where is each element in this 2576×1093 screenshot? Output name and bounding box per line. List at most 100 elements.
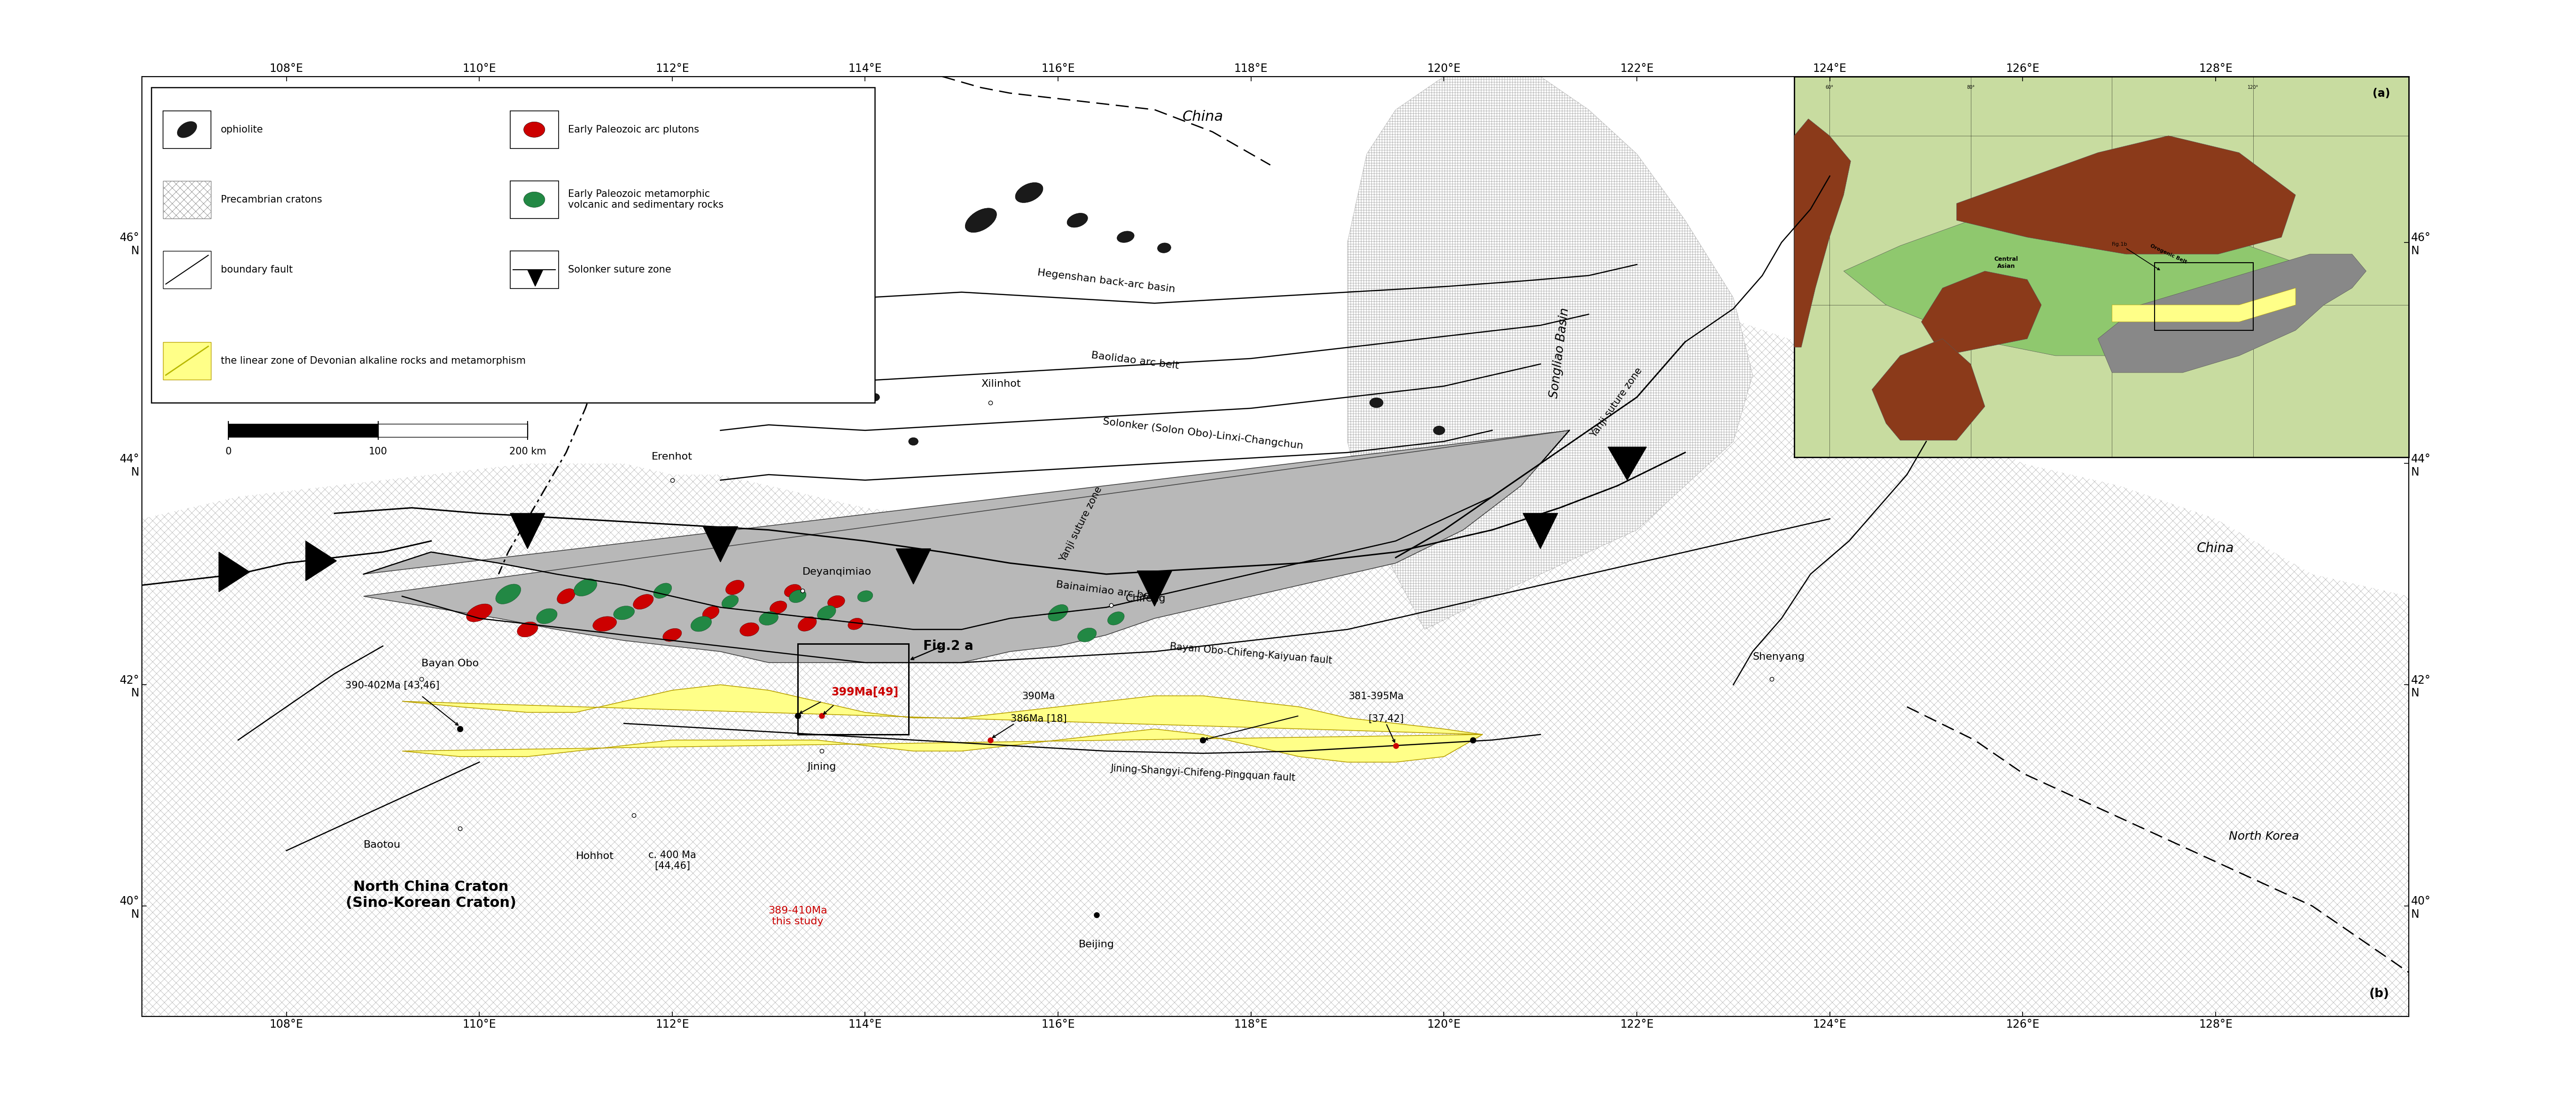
Ellipse shape [909,437,917,445]
Text: Hohhot: Hohhot [577,851,613,861]
Ellipse shape [1108,612,1123,625]
Ellipse shape [662,628,683,642]
Text: 381-395Ma: 381-395Ma [1350,692,1404,702]
Ellipse shape [1066,213,1087,227]
Ellipse shape [654,584,672,598]
Text: 390Ma: 390Ma [1023,692,1056,702]
Ellipse shape [592,616,616,632]
Ellipse shape [556,589,574,603]
Text: Chifeng: Chifeng [1126,593,1167,603]
Polygon shape [142,77,2409,1016]
Text: 390-402Ma [43,46]: 390-402Ma [43,46] [345,681,440,691]
Text: the linear zone of Devonian alkaline rocks and metamorphism: the linear zone of Devonian alkaline roc… [222,356,526,365]
Ellipse shape [726,580,744,595]
Ellipse shape [1432,426,1445,435]
Bar [510,251,559,289]
Text: c. 400 Ma
[44,46]: c. 400 Ma [44,46] [649,850,696,871]
Text: 389-410Ma
this study: 389-410Ma this study [768,906,827,926]
Ellipse shape [613,606,634,620]
Ellipse shape [1048,604,1069,621]
Ellipse shape [703,607,719,620]
Polygon shape [510,514,546,549]
Ellipse shape [523,121,546,138]
Text: Solonker suture zone: Solonker suture zone [569,265,672,274]
Polygon shape [224,310,276,351]
Bar [162,251,211,289]
Polygon shape [1522,514,1558,549]
Ellipse shape [523,192,546,208]
Text: China: China [1182,110,1224,124]
FancyBboxPatch shape [152,87,876,402]
Text: Jining: Jining [806,762,837,772]
Ellipse shape [721,596,739,609]
Text: Solonker (Solon Obo)-Linxi-Changchun: Solonker (Solon Obo)-Linxi-Changchun [1103,416,1303,450]
Text: 399Ma[49]: 399Ma[49] [832,686,899,698]
Polygon shape [1347,77,1752,630]
Polygon shape [307,541,337,580]
Ellipse shape [1370,398,1383,408]
Ellipse shape [1015,183,1043,202]
Ellipse shape [799,616,817,631]
Text: China: China [2197,542,2233,555]
Text: N: N [270,223,283,237]
Ellipse shape [848,619,863,630]
Polygon shape [528,270,544,286]
Text: [37,42]: [37,42] [1368,714,1404,724]
Ellipse shape [1118,231,1133,243]
Ellipse shape [788,590,806,602]
Ellipse shape [817,606,835,620]
Polygon shape [363,431,1569,662]
Polygon shape [1136,571,1172,607]
Bar [162,110,211,149]
Text: Bayan Obo-Chifeng-Kaiyuan fault: Bayan Obo-Chifeng-Kaiyuan fault [1170,642,1332,666]
Polygon shape [402,684,1484,762]
Text: 0: 0 [224,447,232,457]
Ellipse shape [574,578,598,596]
Polygon shape [276,310,330,351]
Text: (b): (b) [2370,988,2391,1000]
Text: Precambrian cratons: Precambrian cratons [222,195,322,204]
Ellipse shape [858,590,873,602]
Ellipse shape [634,595,654,609]
Text: ophiolite: ophiolite [222,125,263,134]
Text: Early Paleozoic arc plutons: Early Paleozoic arc plutons [569,125,698,134]
Text: Baotou: Baotou [363,841,402,849]
Ellipse shape [739,623,760,636]
Text: 200 km: 200 km [510,447,546,457]
Ellipse shape [466,603,492,622]
Text: Fig.2 a: Fig.2 a [922,639,974,653]
Ellipse shape [871,393,878,401]
Polygon shape [260,331,294,391]
Polygon shape [260,259,294,331]
Text: Deyanqimiao: Deyanqimiao [804,567,871,576]
Polygon shape [1607,447,1646,480]
Ellipse shape [760,612,778,625]
Ellipse shape [495,584,520,604]
Ellipse shape [827,596,845,608]
Ellipse shape [770,601,786,614]
Text: boundary fault: boundary fault [222,265,294,274]
Text: 100: 100 [368,447,386,457]
Ellipse shape [783,585,801,597]
Bar [799,644,909,734]
Text: Yanji suture zone: Yanji suture zone [1589,366,1643,439]
Ellipse shape [178,121,196,138]
Text: North China Craton
(Sino-Korean Craton): North China Craton (Sino-Korean Craton) [345,880,515,909]
Text: Shenyang: Shenyang [1752,653,1806,661]
Text: Erenhot: Erenhot [652,451,693,461]
Polygon shape [896,549,930,584]
Bar [510,110,559,149]
Bar [162,180,211,219]
Polygon shape [703,527,737,562]
Ellipse shape [690,616,711,632]
Ellipse shape [518,622,538,637]
Text: Yanji suture zone: Yanji suture zone [1059,485,1105,564]
Text: Jining-Shangyi-Chifeng-Pingquan fault: Jining-Shangyi-Chifeng-Pingquan fault [1110,764,1296,783]
Text: Bainaimiao arc belt: Bainaimiao arc belt [1056,580,1157,601]
Text: North Korea: North Korea [2228,831,2298,842]
Polygon shape [219,552,250,591]
Ellipse shape [536,609,556,624]
Text: 386Ma [18]: 386Ma [18] [1010,714,1066,724]
Ellipse shape [840,354,850,363]
Ellipse shape [1077,628,1097,642]
